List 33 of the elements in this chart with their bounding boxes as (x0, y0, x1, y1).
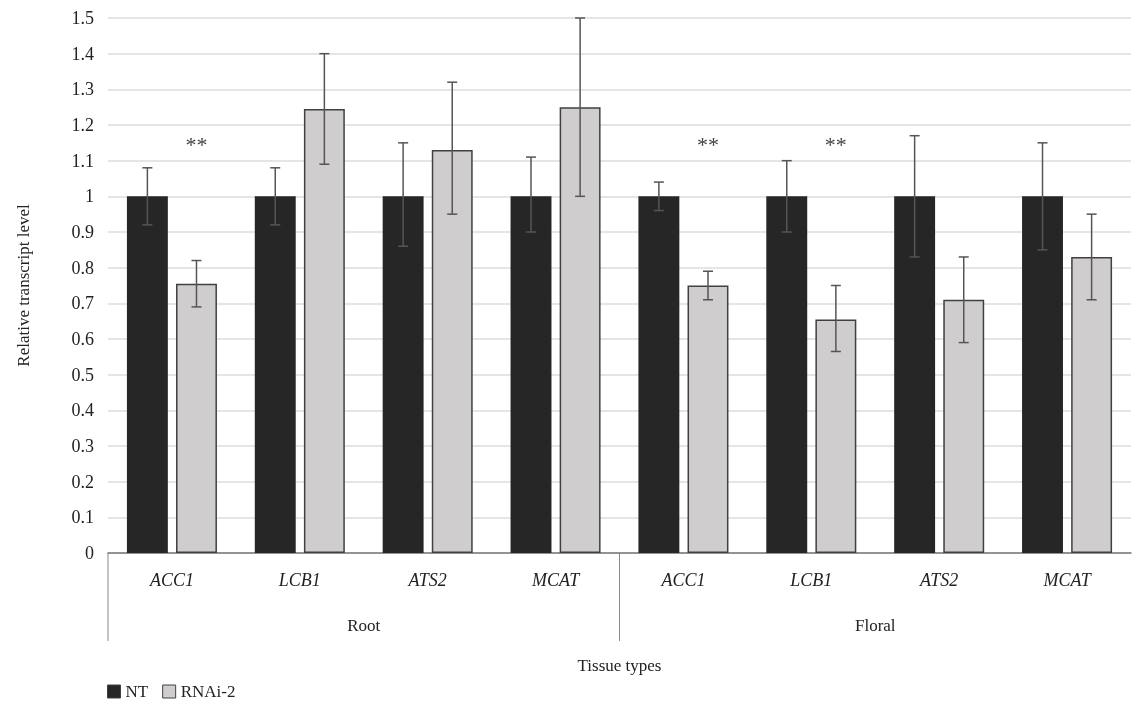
y-axis-title: Relative transcript level (14, 204, 33, 367)
y-tick-label: 0.2 (71, 471, 94, 492)
y-tick-label: 0.5 (71, 364, 94, 385)
legend-label: NT (125, 682, 149, 701)
annotation: ** (185, 131, 208, 157)
y-tick-label: 1 (85, 186, 94, 207)
x-tick-label: LCB1 (277, 570, 321, 590)
x-tick-label: MCAT (1042, 570, 1093, 590)
y-tick-label: 0.6 (71, 329, 94, 349)
legend-label: RNAi-2 (180, 682, 236, 701)
y-tick-label: 0.3 (71, 436, 94, 456)
x-axis-title: Tissue types (577, 656, 662, 675)
y-tick-label: 0.7 (71, 293, 94, 314)
y-tick-label: 0 (85, 543, 94, 563)
text: Root (347, 615, 381, 635)
annotation: ** (824, 131, 847, 157)
x-tick-label: MCAT (530, 570, 582, 590)
y-tick-label: 1.2 (71, 115, 94, 135)
y-tick-label: 1.5 (71, 8, 94, 28)
x-tick-label: ACC1 (660, 570, 706, 590)
y-tick-label: 0.8 (71, 257, 94, 278)
text: Floral (854, 615, 896, 635)
x-tick-label: ACC1 (148, 570, 194, 590)
y-tick-label: 1.1 (71, 150, 94, 171)
y-tick-label: 0.9 (71, 222, 94, 242)
x-tick-label: LCB1 (789, 570, 833, 590)
y-tick-label: 1.4 (71, 43, 94, 64)
annotation: ** (696, 131, 719, 157)
x-tick-label: ATS2 (407, 570, 447, 590)
y-tick-label: 0.1 (71, 507, 94, 528)
y-tick-label: 1.3 (71, 79, 94, 100)
x-tick-label: ATS2 (919, 570, 959, 590)
y-tick-label: 0.4 (71, 400, 94, 421)
